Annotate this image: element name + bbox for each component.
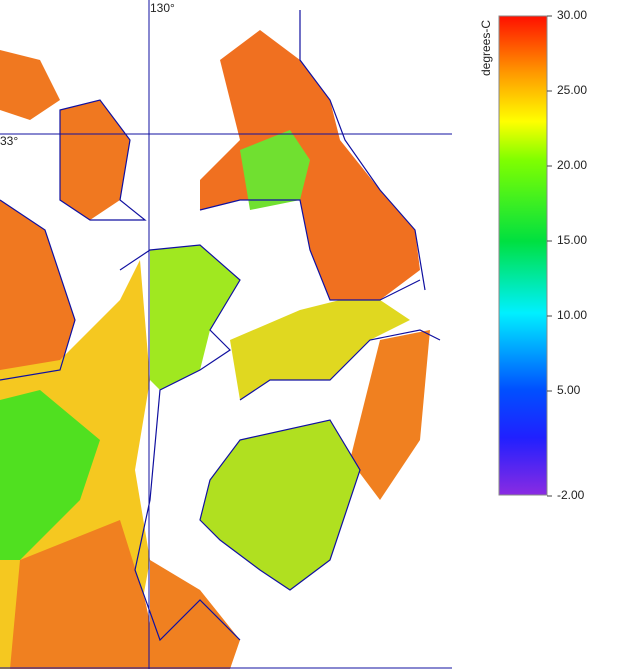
coastline [0,10,441,642]
colorbar-tick-label: 20.00 [557,158,587,172]
longitude-label: 130° [150,1,175,15]
colorbar-tick-label: 25.00 [557,83,587,97]
latitude-label: 33° [0,134,18,148]
colorbar [498,15,548,496]
colorbar-tick-label: 5.00 [557,383,581,397]
colorbar-tick-label: 10.00 [557,308,587,322]
graticule [0,0,452,669]
colorbar-tick-label: 30.00 [557,8,587,22]
colorbar-title: degrees-C [479,20,493,76]
sst-field [0,30,430,669]
colorbar-tick-label: 15.00 [557,233,587,247]
colorbar-tick-label: -2.00 [557,488,585,502]
